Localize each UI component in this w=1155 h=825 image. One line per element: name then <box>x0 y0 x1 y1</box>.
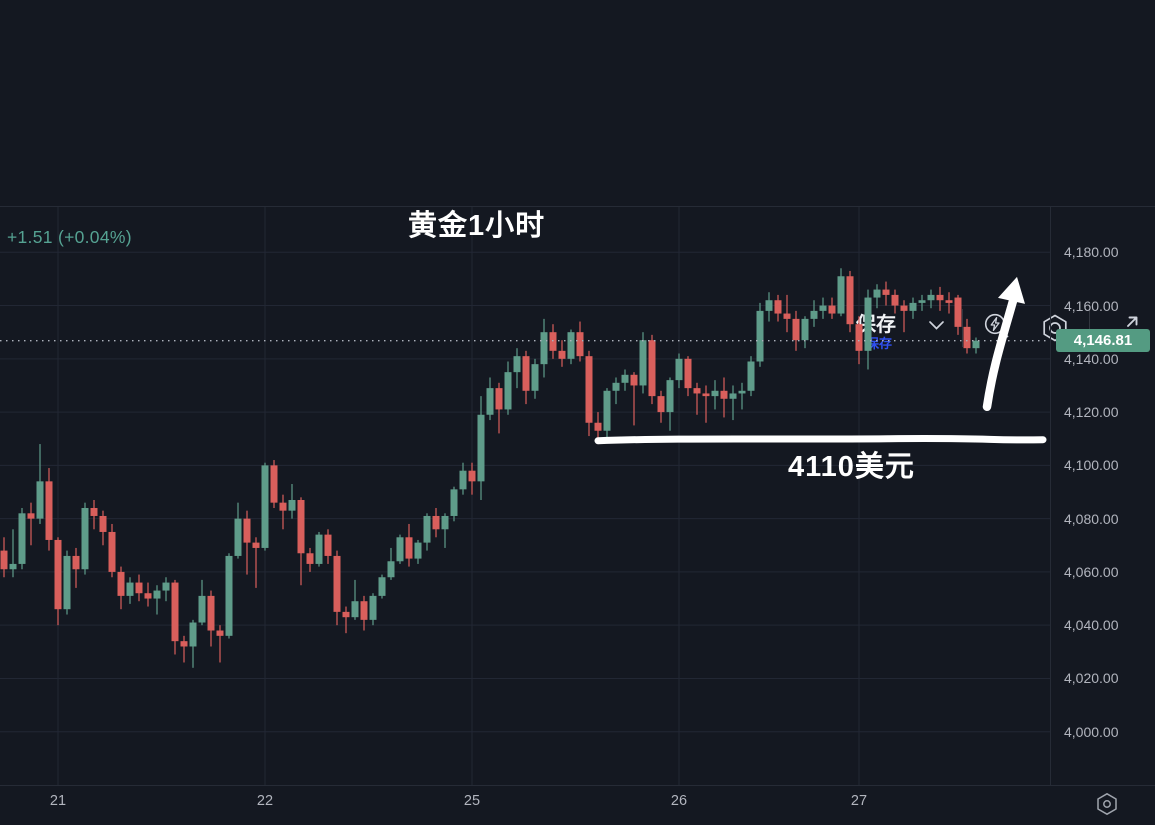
up-arrow-head[interactable] <box>998 276 1025 304</box>
save-tooltip: 保存 <box>866 336 893 351</box>
price-axis-tick: 4,160.00 <box>1064 297 1119 314</box>
time-axis-tick: 21 <box>49 793 67 809</box>
price-axis-tick: 4,000.00 <box>1064 723 1119 740</box>
price-axis-tick: 4,100.00 <box>1064 457 1119 474</box>
candles <box>0 268 980 668</box>
toolbar-divider <box>1089 309 1090 347</box>
up-arrow-drawing[interactable] <box>982 296 1018 412</box>
time-axis-tick: 26 <box>670 793 688 809</box>
price-axis-tick: 4,020.00 <box>1064 670 1119 687</box>
support-line-drawing[interactable] <box>594 435 1047 445</box>
candlestick-plot <box>0 207 1050 785</box>
price-axis-tick: 4,040.00 <box>1064 617 1119 634</box>
last-price-label: 4,146.81 <box>1056 329 1150 353</box>
price-axis-tick: 4,060.00 <box>1064 563 1119 580</box>
support-price-annotation: 4110美元 <box>788 451 915 483</box>
chart-title-annotation: 黄金1小时 <box>408 210 546 242</box>
time-axis[interactable]: 21 22 25 26 27 <box>0 786 1155 825</box>
price-axis-tick: 4,140.00 <box>1064 350 1119 367</box>
time-axis-tick: 27 <box>850 793 868 809</box>
chart-canvas[interactable] <box>0 207 1050 785</box>
chart-toolbar: 保存 保存 <box>0 150 1155 351</box>
time-axis-tick: 25 <box>463 793 481 809</box>
price-change-legend: +1.51 (+0.04%) <box>7 227 132 247</box>
time-axis-border <box>0 785 1155 786</box>
price-axis-tick: 4,180.00 <box>1064 244 1119 261</box>
toolbar-divider <box>962 309 963 347</box>
price-axis-tick: 4,080.00 <box>1064 510 1119 527</box>
price-axis-border <box>1050 206 1051 785</box>
pane-top-border <box>0 206 1155 207</box>
chevron-down-icon[interactable] <box>928 320 945 332</box>
timezone-settings-icon[interactable] <box>1094 791 1120 817</box>
drawing-annotations <box>594 276 1047 445</box>
time-axis-tick: 22 <box>256 793 274 809</box>
price-axis[interactable]: 4,000.00 4,020.00 4,040.00 4,060.00 4,080.00… <box>1051 207 1155 785</box>
price-axis-tick: 4,120.00 <box>1064 404 1119 421</box>
